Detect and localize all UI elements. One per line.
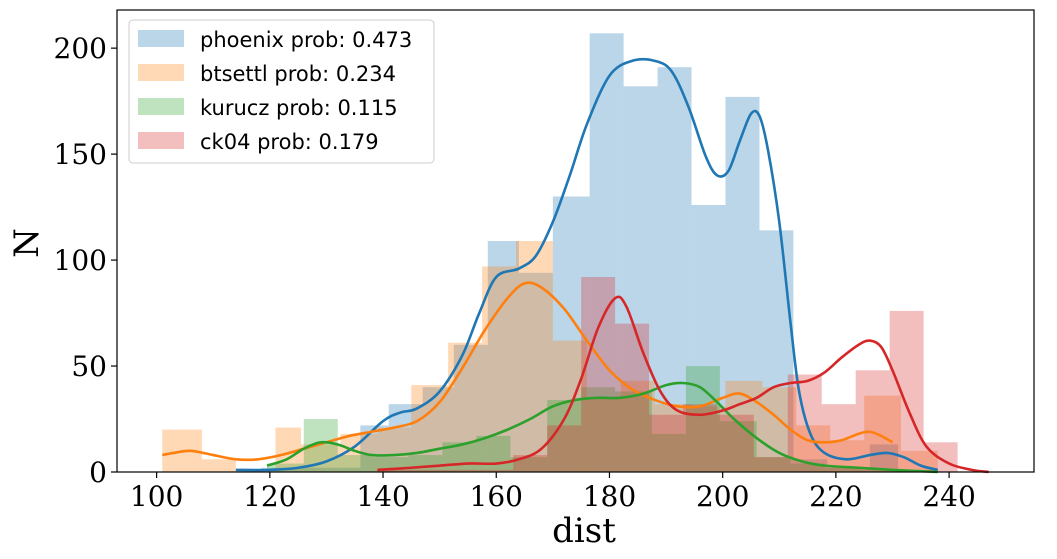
legend-label-phoenix: phoenix prob: 0.473: [200, 28, 412, 52]
bar-ck04-0: [377, 469, 514, 472]
x-tick-label-160: 160: [470, 480, 523, 513]
bar-kurucz-14: [756, 457, 791, 472]
y-tick-label-200: 200: [54, 32, 107, 65]
bars-phoenix: [235, 33, 938, 473]
kde-ck04: [377, 295, 989, 474]
legend-label-kurucz: kurucz prob: 0.115: [200, 96, 398, 120]
x-axis-ticks: 100 120 140 160 180 200 220 240: [130, 472, 976, 513]
bar-kurucz-16: [824, 467, 862, 472]
bar-btsettl-1: [201, 459, 236, 472]
bar-kurucz-13: [719, 421, 757, 472]
bar-ck04-1: [513, 455, 548, 472]
y-tick-label-150: 150: [54, 138, 107, 171]
histogram-bars: [162, 33, 958, 473]
bar-btsettl-11: [586, 397, 621, 472]
bar-ck04-5: [649, 414, 684, 472]
bar-kurucz-17: [861, 469, 899, 472]
bar-kurucz-7: [510, 457, 548, 472]
x-tick-label-100: 100: [130, 480, 183, 513]
legend-swatch-kurucz: [138, 98, 184, 115]
bar-phoenix-10: [623, 86, 658, 472]
bar-kurucz-15: [790, 463, 825, 472]
bar-ck04-7: [717, 414, 754, 472]
y-axis-label: N: [7, 228, 47, 258]
bar-kurucz-9: [581, 387, 616, 472]
bar-phoenix-5: [453, 344, 488, 472]
x-tick-label-200: 200: [696, 480, 749, 513]
bar-btsettl-19: [864, 395, 901, 472]
kde-phoenix: [235, 57, 939, 472]
bar-ck04-9: [787, 374, 822, 472]
y-axis-ticks: 0 50 100 150 200: [54, 32, 117, 489]
legend-label-btsettl: btsettl prob: 0.234: [200, 62, 396, 86]
x-tick-label-240: 240: [922, 480, 975, 513]
bar-phoenix-16: [827, 467, 870, 472]
bar-phoenix-1: [261, 467, 361, 472]
kde-curves: [162, 57, 989, 474]
bar-phoenix-7: [518, 272, 553, 472]
bars-kurucz: [267, 366, 938, 472]
bar-phoenix-14: [759, 230, 794, 472]
y-tick-label-50: 50: [71, 350, 107, 383]
x-tick-label-180: 180: [583, 480, 636, 513]
bar-btsettl-9: [516, 241, 553, 472]
kde-kurucz: [266, 381, 938, 474]
bar-kurucz-10: [615, 391, 652, 472]
kde-btsettl: [162, 281, 894, 462]
bar-ck04-12: [889, 310, 924, 472]
bar-phoenix-13: [725, 96, 760, 473]
bar-kurucz-11: [651, 433, 686, 472]
y-tick-label-100: 100: [54, 244, 107, 277]
bar-phoenix-12: [691, 204, 726, 472]
bar-btsettl-14: [691, 406, 726, 472]
bar-kurucz-6: [476, 435, 511, 472]
bar-btsettl-5: [377, 427, 412, 472]
legend-label-ck04: ck04 prob: 0.179: [200, 130, 379, 154]
x-tick-label-120: 120: [243, 480, 296, 513]
bar-ck04-8: [753, 457, 788, 472]
plot-frame: [116, 9, 1035, 473]
legend-swatch-phoenix: [138, 30, 184, 47]
x-tick-label-220: 220: [809, 480, 862, 513]
bars-ck04: [377, 277, 958, 472]
bar-btsettl-13: [654, 404, 692, 472]
y-tick-label-0: 0: [89, 456, 107, 489]
bar-kurucz-2: [337, 455, 372, 472]
legend-frame: [128, 19, 435, 164]
legend-swatch-btsettl: [138, 64, 184, 81]
x-tick-label-140: 140: [356, 480, 409, 513]
bar-phoenix-17: [869, 444, 899, 472]
legend-swatch-ck04: [138, 132, 184, 149]
x-axis-label: dist: [552, 511, 616, 551]
bar-kurucz-0: [267, 463, 304, 472]
bar-kurucz-4: [408, 455, 443, 472]
bar-ck04-3: [581, 277, 616, 472]
bar-ck04-2: [547, 425, 582, 472]
legend: phoenix prob: 0.473 btsettl prob: 0.234 ku…: [128, 19, 435, 164]
